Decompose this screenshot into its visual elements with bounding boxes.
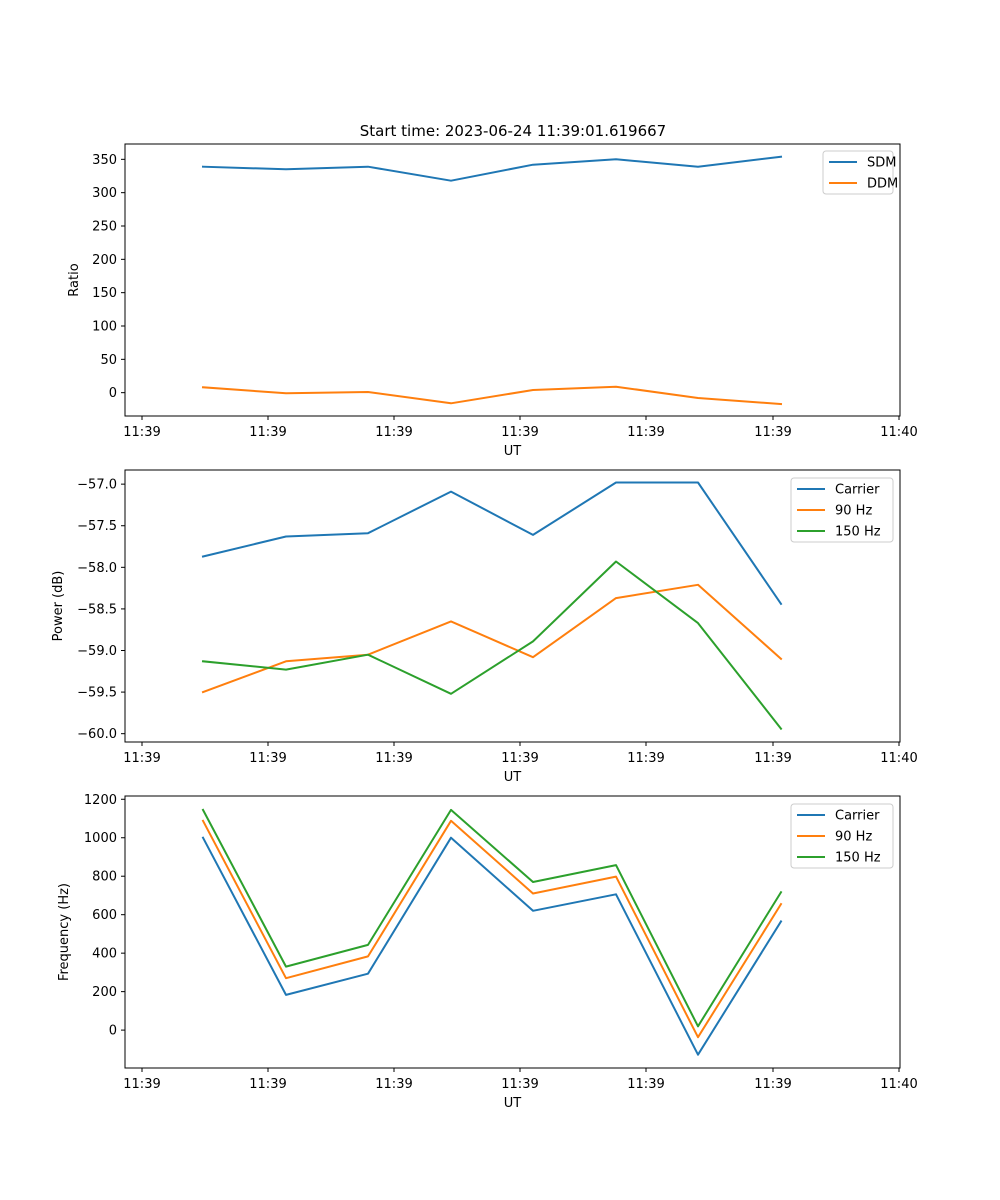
- series-line-ddm: [201, 385, 783, 406]
- x-tick-label: 11:39: [375, 425, 412, 440]
- y-tick-label: 1000: [84, 831, 117, 846]
- y-axis-label: Power (dB): [51, 571, 66, 642]
- legend: Carrier 90 Hz 150 Hz: [790, 477, 894, 543]
- x-tick-label: 11:40: [880, 1077, 917, 1092]
- axes-frame: [124, 143, 901, 417]
- x-axis-label: UT: [504, 444, 522, 459]
- legend-label: 150 Hz: [835, 525, 881, 540]
- y-tick-label: −57.5: [77, 519, 117, 534]
- series-line-90-hz: [201, 583, 783, 694]
- x-tick-label: 11:39: [249, 751, 286, 766]
- y-tick-label: 250: [92, 220, 117, 235]
- y-tick-label: 200: [92, 985, 117, 1000]
- y-tick-label: 1200: [84, 793, 117, 808]
- y-tick-label: −59.0: [77, 644, 117, 659]
- series-line-90-hz: [201, 819, 783, 1039]
- x-tick-label: 11:39: [375, 751, 412, 766]
- legend-label: 150 Hz: [835, 851, 881, 866]
- y-tick-label: 50: [100, 353, 117, 368]
- y-tick-label: 350: [92, 153, 117, 168]
- x-tick-label: 11:39: [375, 1077, 412, 1092]
- legend: Carrier 90 Hz 150 Hz: [790, 803, 894, 869]
- legend: SDM DDM: [822, 150, 898, 195]
- x-tick-label: 11:39: [249, 425, 286, 440]
- series-line-sdm: [201, 155, 783, 182]
- series-line-carrier: [201, 481, 783, 606]
- legend-label: Carrier: [835, 483, 880, 498]
- x-tick-label: 11:39: [627, 1077, 664, 1092]
- axes-frame: [124, 469, 901, 743]
- x-tick-label: 11:39: [123, 425, 160, 440]
- legend-label: DDM: [867, 177, 898, 192]
- x-tick-label: 11:39: [501, 1077, 538, 1092]
- legend-label: 90 Hz: [835, 830, 872, 845]
- y-tick-label: 800: [92, 870, 117, 885]
- y-tick-label: 150: [92, 286, 117, 301]
- y-axis-label: Frequency (Hz): [57, 883, 72, 981]
- y-axis-label: Ratio: [67, 263, 82, 296]
- x-tick-label: 11:39: [249, 1077, 286, 1092]
- y-tick-label: 0: [109, 1024, 117, 1039]
- y-tick-label: 100: [92, 320, 117, 335]
- x-tick-label: 11:39: [501, 425, 538, 440]
- x-tick-label: 11:39: [754, 1077, 791, 1092]
- y-tick-label: −60.0: [77, 727, 117, 742]
- figure-title: Start time: 2023-06-24 11:39:01.619667: [360, 122, 666, 140]
- x-tick-label: 11:39: [123, 1077, 160, 1092]
- x-tick-label: 11:40: [880, 751, 917, 766]
- frequency-panel: 11:39 11:39 11:39 11:39 11:39 11:39 11:40 0 200 4…: [57, 793, 918, 1111]
- y-tick-label: 400: [92, 947, 117, 962]
- x-axis-label: UT: [504, 770, 522, 785]
- legend-label: Carrier: [835, 809, 880, 824]
- ratio-panel: 11:39 11:39 11:39 11:39 11:39 11:39 11:40 0 50 10…: [67, 143, 918, 459]
- y-tick-label: 200: [92, 253, 117, 268]
- power-panel: 11:39 11:39 11:39 11:39 11:39 11:39 11:40 −60.0…: [51, 469, 918, 785]
- x-tick-label: 11:39: [627, 751, 664, 766]
- x-tick-label: 11:39: [123, 751, 160, 766]
- x-tick-label: 11:39: [501, 751, 538, 766]
- y-tick-label: 0: [109, 386, 117, 401]
- y-tick-label: −58.5: [77, 602, 117, 617]
- y-tick-label: −58.0: [77, 561, 117, 576]
- legend-box: [790, 803, 894, 869]
- legend-label: 90 Hz: [835, 504, 872, 519]
- legend-box: [790, 477, 894, 543]
- series-line-150-hz: [201, 808, 783, 1028]
- y-tick-label: 600: [92, 908, 117, 923]
- x-tick-label: 11:39: [754, 425, 791, 440]
- x-tick-label: 11:39: [754, 751, 791, 766]
- x-tick-label: 11:40: [880, 425, 917, 440]
- series-line-150-hz: [201, 560, 783, 731]
- series-line-carrier: [201, 836, 783, 1056]
- y-tick-label: 300: [92, 186, 117, 201]
- axes-frame: [124, 795, 901, 1069]
- x-axis-label: UT: [504, 1096, 522, 1111]
- x-tick-label: 11:39: [627, 425, 664, 440]
- y-tick-label: −59.5: [77, 686, 117, 701]
- legend-label: SDM: [867, 156, 896, 171]
- y-tick-label: −57.0: [77, 478, 117, 493]
